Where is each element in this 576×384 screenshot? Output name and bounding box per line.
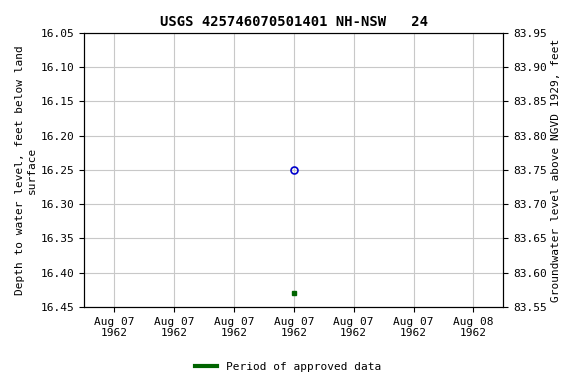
Title: USGS 425746070501401 NH-NSW   24: USGS 425746070501401 NH-NSW 24 bbox=[160, 15, 428, 29]
Y-axis label: Depth to water level, feet below land
surface: Depth to water level, feet below land su… bbox=[15, 45, 37, 295]
Y-axis label: Groundwater level above NGVD 1929, feet: Groundwater level above NGVD 1929, feet bbox=[551, 38, 561, 301]
Legend: Period of approved data: Period of approved data bbox=[191, 358, 385, 377]
